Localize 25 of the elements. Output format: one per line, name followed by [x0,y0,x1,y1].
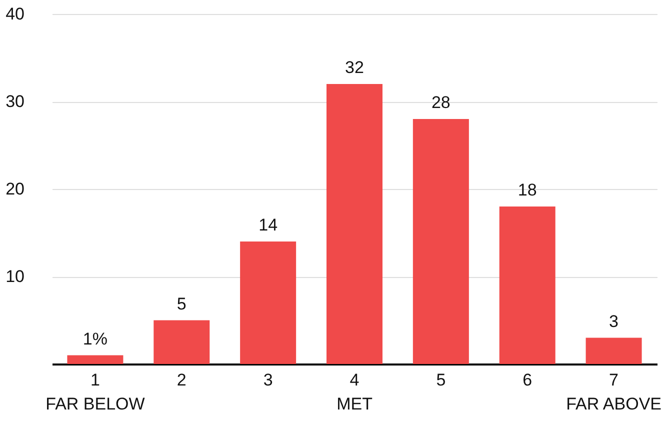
data-label: 5 [176,294,186,314]
bar [154,320,210,364]
y-tick-label: 40 [6,4,24,24]
data-label: 32 [345,58,364,77]
y-tick-label: 30 [6,92,24,111]
x-tick-label: 7 FAR ABOVE [566,370,662,414]
bar [326,84,382,364]
x-tick-label: 4 MET [336,370,372,414]
x-tick-label: 5 [436,370,446,390]
data-label: 28 [431,93,450,112]
y-tick-label: 20 [6,180,24,198]
bar [586,338,642,364]
x-tick-label: 1 FAR BELOW [46,370,145,414]
bar [412,119,469,364]
bar [499,206,556,364]
data-label: 1% [82,329,108,348]
x-tick-label: 6 [522,370,532,390]
x-tick-label: 3 [263,370,273,390]
data-label: 18 [518,180,537,200]
data-label: 3 [609,312,619,331]
y-tick-label: 10 [6,267,24,286]
bar [67,355,124,364]
data-label: 14 [258,216,278,234]
bar [240,242,296,364]
x-tick-label: 2 [176,370,186,390]
